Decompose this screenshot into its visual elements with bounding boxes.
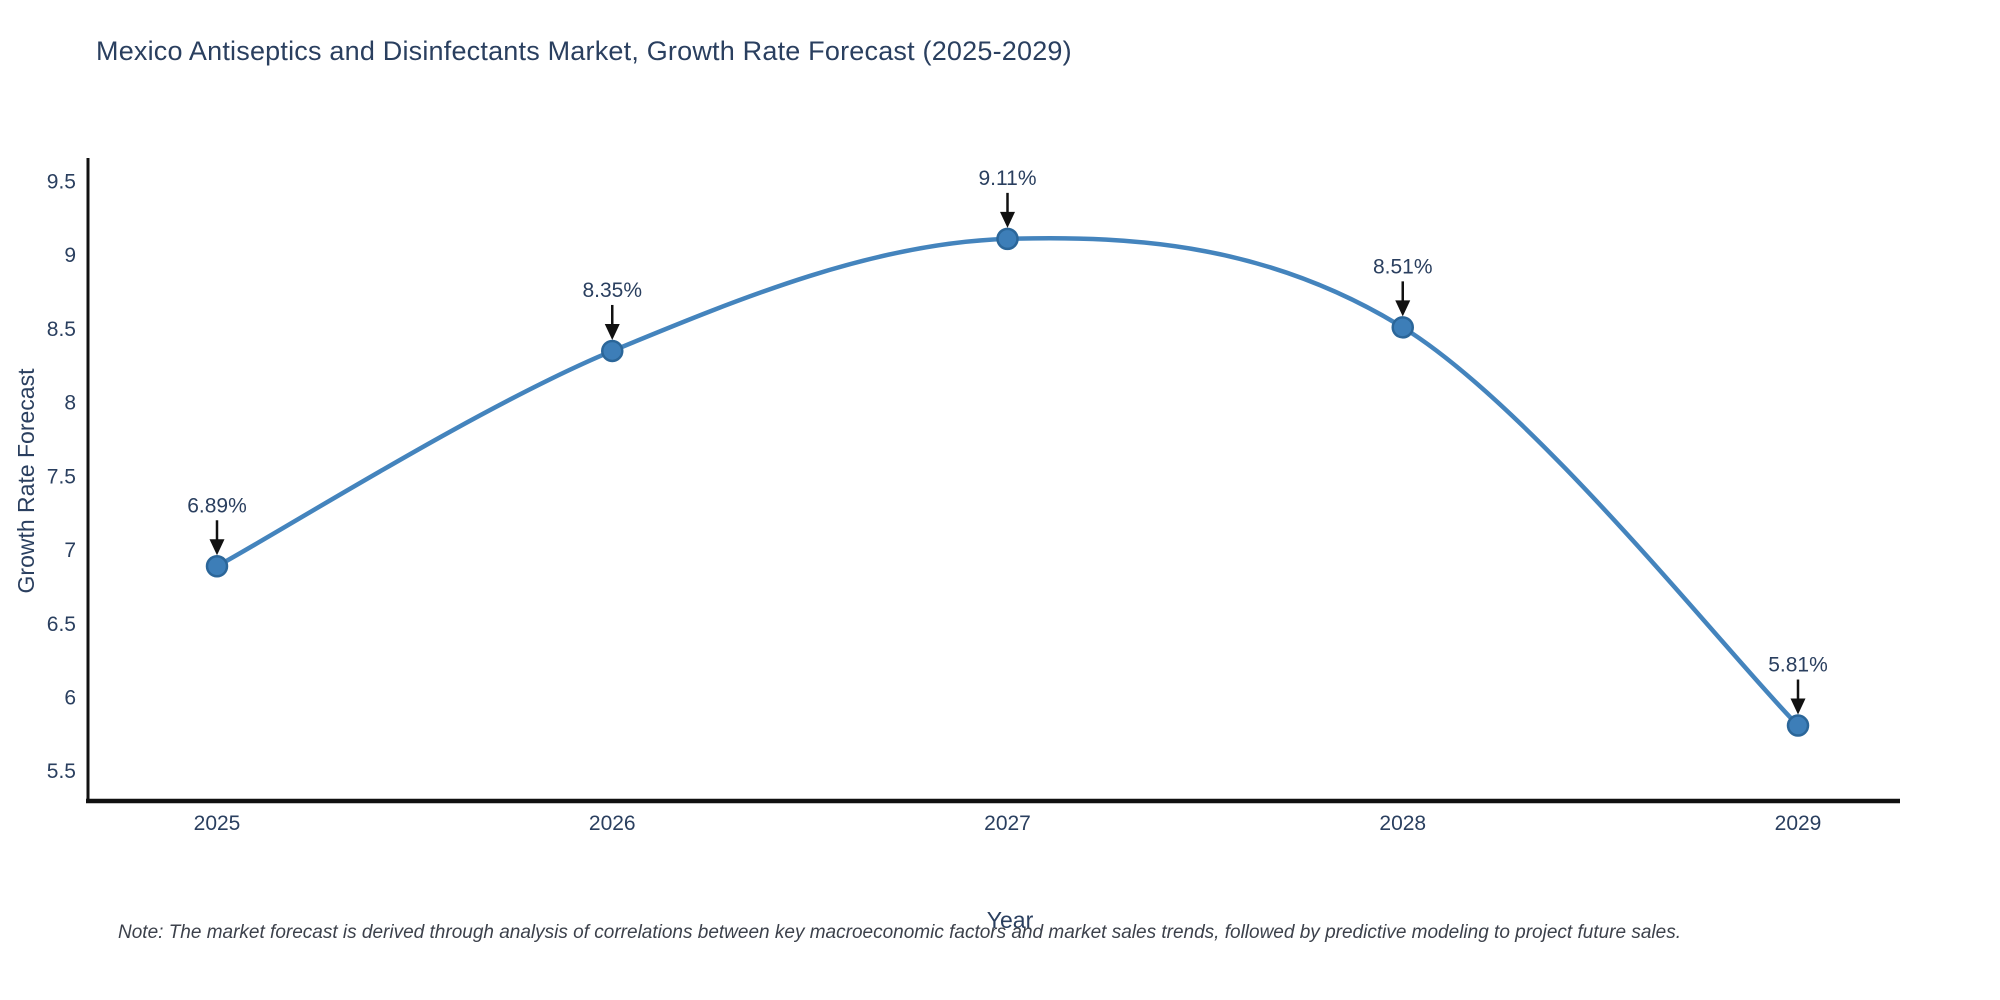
y-tick-label: 8.5 (47, 318, 76, 341)
annotation-arrowhead-icon (1395, 300, 1411, 317)
data-point-marker[interactable] (1391, 316, 1414, 339)
y-tick-label: 8 (64, 392, 76, 415)
x-tick-label: 2029 (1775, 812, 1822, 835)
data-point-marker[interactable] (996, 227, 1019, 251)
x-tick-label: 2028 (1379, 812, 1426, 835)
data-point-marker[interactable] (601, 339, 624, 363)
data-point-label: 5.81% (1768, 654, 1828, 677)
chart-title: Mexico Antiseptics and Disinfectants Mar… (96, 36, 1072, 66)
y-tick-label: 6 (64, 687, 76, 710)
annotation-arrowhead-icon (604, 323, 620, 340)
y-tick-label: 6.5 (47, 613, 76, 636)
data-point-label: 8.35% (582, 279, 642, 302)
x-tick-label: 2027 (984, 812, 1031, 835)
x-tick-label: 2026 (589, 812, 636, 835)
annotation-arrowhead-icon (1790, 698, 1806, 715)
y-tick-label: 7.5 (47, 465, 76, 488)
x-axis-title: Year (987, 907, 1034, 933)
y-tick-label: 7 (64, 539, 76, 562)
annotation-arrowhead-icon (209, 539, 225, 556)
y-tick-label: 9.5 (47, 170, 76, 193)
data-point-marker[interactable] (205, 555, 229, 578)
footnote: Note: The market forecast is derived thr… (118, 922, 1681, 943)
forecast-line (214, 235, 1801, 728)
y-tick-label: 9 (64, 244, 76, 267)
annotation-arrowhead-icon (1000, 211, 1015, 228)
chart-layer: 5.5 6 6.5 7 7.5 8 8.5 9 9.5 2025 2026 2027 2028 2029 6… (47, 158, 1900, 835)
x-tick-label: 2025 (194, 812, 241, 835)
y-axis-title: Growth Rate Forecast (13, 368, 39, 594)
data-point-label: 9.11% (979, 167, 1037, 190)
data-point-label: 6.89% (187, 494, 247, 517)
data-point-marker[interactable] (1786, 714, 1810, 737)
y-tick-label: 5.5 (47, 760, 76, 783)
data-point-label: 8.51% (1373, 255, 1433, 278)
